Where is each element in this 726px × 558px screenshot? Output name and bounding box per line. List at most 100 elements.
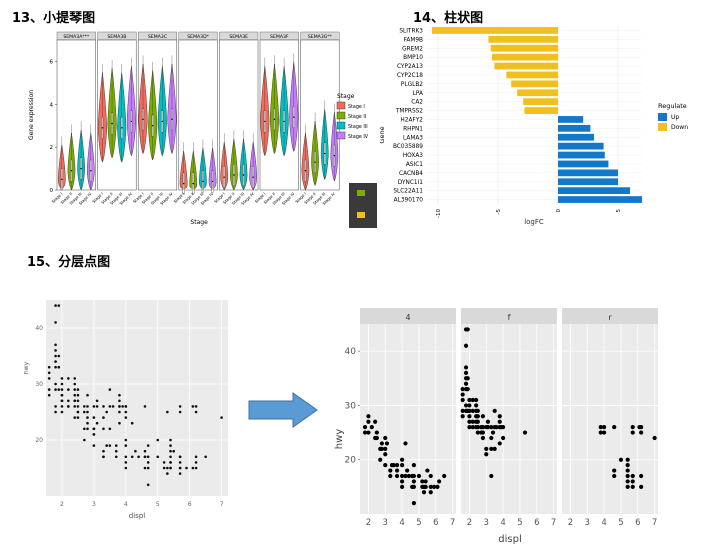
violin-chart-heading: 13、小提琴图 <box>12 11 96 26</box>
facet-x-tick-label: 6 <box>433 518 438 528</box>
scatter-point <box>47 377 51 380</box>
facet-point <box>480 425 485 430</box>
scatter-point <box>124 455 128 459</box>
scatter-point <box>178 405 182 408</box>
scatter-point <box>83 427 86 431</box>
scatter-point <box>178 466 182 470</box>
bar-gene-label: RHPN1 <box>403 126 423 132</box>
violin-legend-swatch <box>336 121 346 130</box>
facet-point <box>428 484 433 489</box>
facet-point <box>475 408 480 413</box>
scatter-point <box>146 455 150 459</box>
scatter-x-tick-label: 3 <box>92 501 96 508</box>
facet-x-axis-label: displ <box>498 534 521 545</box>
scatter-point <box>76 393 80 397</box>
scatter-point <box>73 382 77 386</box>
facet-point <box>421 490 427 495</box>
scatter-point <box>191 405 195 408</box>
facet-point <box>630 479 635 484</box>
bar-gene-label: H2AFY2 <box>400 117 423 123</box>
violin-panel-title: SEMA3D* <box>187 34 209 40</box>
facet-point <box>489 446 494 451</box>
facet-x-tick-label: 7 <box>551 518 556 528</box>
facet-x-tick-label: 5 <box>618 518 623 528</box>
scatter-point <box>124 438 128 442</box>
scatter-point <box>60 393 64 397</box>
scatter-point <box>102 416 105 419</box>
bar-gene-label: ASIC1 <box>406 162 423 168</box>
bar-bmp10 <box>492 53 558 61</box>
violin-y-tick-label: 6 <box>50 59 54 65</box>
violin-legend-title: Stage <box>337 93 355 100</box>
bar-slitrk3 <box>432 27 558 34</box>
scatter-point <box>102 405 105 408</box>
facet-point <box>480 435 485 441</box>
thumbnail-icon-yellow <box>357 212 365 218</box>
bar-dync1i1 <box>558 178 618 186</box>
scatter-point <box>124 416 128 419</box>
bar-gene-label: FAM9B <box>404 37 423 43</box>
facet-point <box>618 457 624 462</box>
violin-median-point <box>101 127 104 129</box>
facet-point <box>475 430 480 435</box>
scatter-point <box>60 405 64 408</box>
facet-point <box>480 414 485 419</box>
scatter-point <box>102 449 105 453</box>
facet-point <box>411 463 416 468</box>
scatter-point <box>54 321 57 324</box>
facet-point <box>405 468 410 473</box>
facet-point <box>425 468 430 473</box>
bar-legend-title: Regulate <box>658 102 687 110</box>
violin-y-tick-label: 2 <box>50 145 54 151</box>
bar-asic1 <box>558 160 609 168</box>
scatter-point <box>169 466 172 470</box>
bar-x-axis-label: logFC <box>524 218 544 226</box>
facet-point <box>598 430 603 435</box>
scatter-point <box>194 405 198 408</box>
scatter-point <box>83 405 86 408</box>
scatter-point <box>134 449 137 453</box>
violin-median-point <box>192 182 194 185</box>
scatter-point <box>76 388 80 391</box>
facet-point <box>362 430 368 435</box>
bar-chart-heading: 14、柱状图 <box>413 11 484 26</box>
facet-point <box>366 414 371 419</box>
bar-lama3 <box>558 133 594 141</box>
bar-legend-entry: Up <box>671 114 679 121</box>
scatter-point <box>73 393 77 397</box>
bar-legend-swatch <box>658 123 667 131</box>
facet-x-tick-label: 2 <box>366 518 371 528</box>
violin-median-point <box>182 182 185 185</box>
facet-point <box>406 473 411 479</box>
facet-point <box>442 473 447 479</box>
scatter-point <box>114 444 118 447</box>
facet-point <box>423 484 428 489</box>
violin-median-point <box>252 176 254 178</box>
facet-point <box>465 327 470 332</box>
scatter-point <box>105 444 108 447</box>
facet-point <box>416 473 422 479</box>
scatter-point <box>143 455 147 459</box>
facet-point <box>475 419 480 424</box>
facet-point <box>474 397 479 403</box>
scatter-y-tick-label: 40 <box>35 325 43 332</box>
scatter-point <box>73 377 77 380</box>
scatter-point <box>146 461 150 464</box>
facet-point <box>639 473 644 479</box>
bar-h2afy2 <box>558 116 584 123</box>
scatter-point <box>86 427 89 431</box>
scatter-point <box>130 455 134 459</box>
violin-median-point <box>151 125 154 127</box>
scatter-point <box>57 304 61 307</box>
facet-x-tick-label: 5 <box>416 518 421 528</box>
violin-median-point <box>233 174 235 176</box>
scatter-chart: 2 3 4 5 6 7 20 30 40 displ hwy <box>24 300 228 520</box>
violin-legend-entry: Stage III <box>348 124 368 130</box>
bar-cyp2c18 <box>506 71 558 79</box>
scatter-point <box>92 427 96 431</box>
facet-point <box>475 425 480 430</box>
bar-gene-label: BMP10 <box>403 55 423 61</box>
facet-y-axis-label: hwy <box>334 429 345 450</box>
